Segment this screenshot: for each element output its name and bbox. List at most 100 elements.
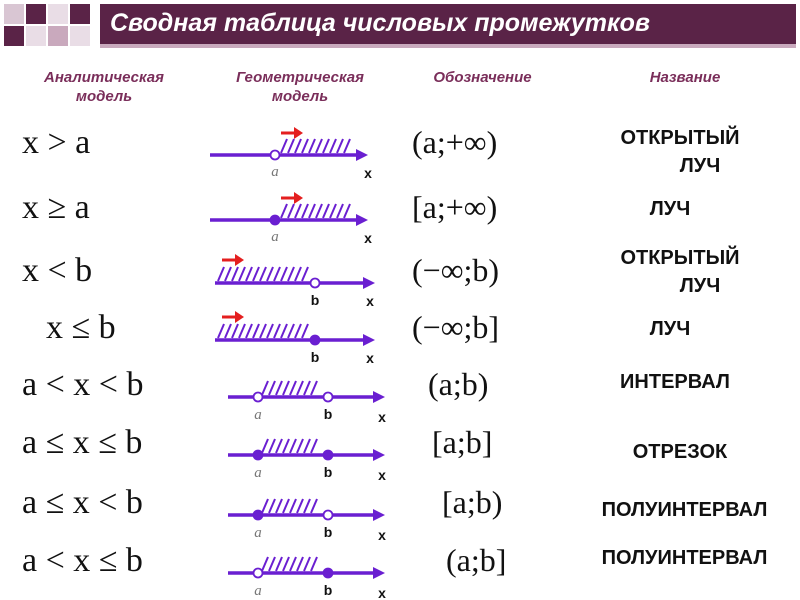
interval-name-line1: ОТКРЫТЫЙ [620, 247, 740, 269]
point-label-b: b [311, 349, 320, 365]
point-label-b: b [311, 292, 320, 308]
interval-name-line1: ПОЛУИНТЕРВАЛ [601, 499, 768, 521]
point-label-a: a [254, 465, 262, 481]
interval-name-line1: ОТКРЫТЫЙ [620, 127, 740, 149]
axis-label-x: x [378, 585, 386, 600]
table-row: a < x ≤ b a b x (a;b] ПОЛУИНТЕРВАЛ [0, 538, 800, 600]
interval-name-line2: ЛУЧ [679, 155, 721, 177]
axis-label-x: x [378, 467, 386, 483]
open-point [269, 149, 281, 161]
notation: (a;+∞) [412, 124, 498, 160]
table-row: a ≤ x < b a b x [a;b) ПОЛУИНТЕРВАЛ [0, 480, 800, 543]
direction-arrow-icon [281, 192, 303, 204]
title-bar: Сводная таблица числовых промежутков [100, 4, 796, 48]
closed-point [322, 567, 334, 579]
point-label-a: a [254, 407, 262, 423]
column-header-notation: Обозначение [400, 68, 565, 87]
interval-name-line1: ИНТЕРВАЛ [620, 371, 730, 393]
interval-name: ОТКРЫТЫЙ ЛУЧ [585, 124, 775, 180]
hatch-marks [217, 323, 309, 339]
notation: [a;b) [442, 484, 503, 520]
open-point [322, 509, 334, 521]
interval-name-line1: ПОЛУИНТЕРВАЛ [601, 547, 768, 569]
point-label-b: b [324, 406, 333, 422]
axis-label-x: x [366, 350, 374, 366]
notation: (a;b] [446, 542, 507, 578]
hatch-marks [261, 438, 318, 454]
analytic-model: a < x < b [22, 366, 144, 403]
point-label-a: a [254, 525, 262, 541]
notation: [a;+∞) [412, 189, 498, 225]
interval-name-line1: ЛУЧ [649, 318, 691, 340]
closed-point [269, 214, 281, 226]
column-header-name-text: Название [649, 69, 721, 86]
column-header-analytic: Аналитическая модель [14, 68, 194, 106]
notation: [a;b] [432, 424, 493, 460]
analytic-model: x ≥ a [22, 189, 90, 226]
interval-name-line2: ЛУЧ [679, 275, 721, 297]
hatch-marks [280, 138, 351, 154]
column-header-geometric-line2: модель [271, 88, 329, 105]
interval-name-line1: ЛУЧ [649, 198, 691, 220]
column-header-name: Название [590, 68, 780, 87]
point-label-a: a [271, 164, 279, 180]
notation: (−∞;b] [412, 309, 500, 345]
closed-point [309, 334, 321, 346]
axis-arrow-icon [373, 449, 385, 461]
interval-name: ЛУЧ [600, 195, 740, 223]
table-row: a < x < b a b x (a;b) ИНТЕРВАЛ [0, 362, 800, 425]
table-row: a ≤ x ≤ b a b x [a;b] ОТРЕЗОК [0, 420, 800, 483]
open-point [252, 567, 264, 579]
hatch-marks [261, 556, 318, 572]
analytic-model: x ≤ b [46, 309, 116, 346]
interval-name: ОТКРЫТЫЙ ЛУЧ [585, 244, 775, 300]
closed-point [322, 449, 334, 461]
direction-arrow-icon [222, 254, 244, 266]
closed-point [252, 449, 264, 461]
open-point [322, 391, 334, 403]
analytic-model: a < x ≤ b [22, 542, 143, 579]
point-label-b: b [324, 582, 333, 598]
column-header-geometric-line1: Геометрическая [236, 69, 364, 86]
analytic-model: x > a [22, 124, 91, 161]
axis-arrow-icon [373, 567, 385, 579]
hatch-marks [217, 266, 309, 282]
column-header-notation-text: Обозначение [433, 69, 532, 86]
direction-arrow-icon [281, 127, 303, 139]
axis-arrow-icon [363, 277, 375, 289]
axis-arrow-icon [373, 509, 385, 521]
page-title: Сводная таблица числовых промежутков [110, 9, 651, 37]
point-label-a: a [271, 229, 279, 245]
open-point [252, 391, 264, 403]
hatch-marks [261, 380, 318, 396]
axis-label-x: x [378, 409, 386, 425]
axis-arrow-icon [363, 334, 375, 346]
notation: (a;b) [428, 366, 489, 402]
direction-arrow-icon [222, 311, 244, 323]
hatch-marks [280, 203, 351, 219]
interval-name: ПОЛУИНТЕРВАЛ [572, 496, 797, 524]
axis-label-x: x [366, 293, 374, 309]
open-point [309, 277, 321, 289]
axis-label-x: x [364, 230, 372, 246]
axis-label-x: x [378, 527, 386, 543]
axis-arrow-icon [356, 214, 368, 226]
interval-name: ПОЛУИНТЕРВАЛ [572, 544, 797, 572]
column-header-analytic-line1: Аналитическая [44, 69, 164, 86]
analytic-model: a ≤ x < b [22, 484, 143, 521]
decorative-squares [0, 0, 96, 48]
interval-name: ОТРЕЗОК [605, 438, 755, 466]
column-header-analytic-line2: модель [75, 88, 133, 105]
analytic-model: x < b [22, 252, 93, 289]
